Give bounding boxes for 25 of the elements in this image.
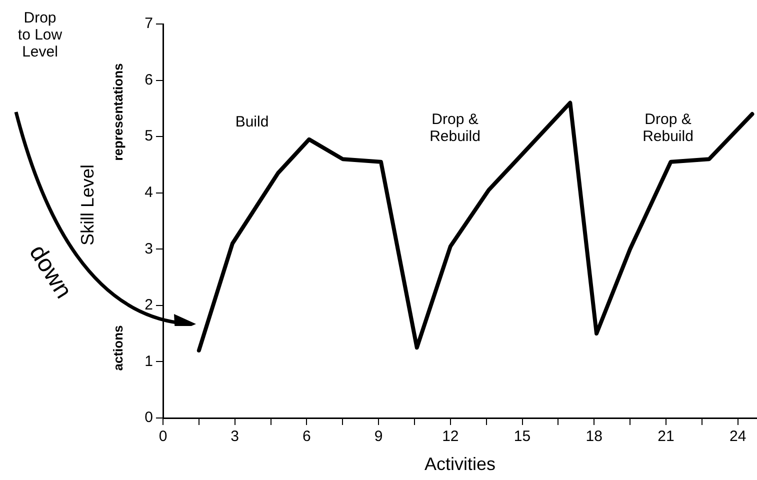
- y-tick-label: 4: [144, 184, 153, 201]
- x-tick-label: 0: [158, 428, 168, 446]
- y-tick-label: 1: [144, 352, 153, 370]
- annotation: Drop & Rebuild: [642, 111, 694, 145]
- y-axis-title: Skill Level: [78, 164, 98, 246]
- y-tick-label: 5: [144, 128, 153, 145]
- text: actions: [110, 325, 126, 371]
- y-tick-label: 0: [144, 409, 153, 426]
- x-tick-label: 18: [586, 428, 602, 446]
- x-tick-label: 9: [374, 428, 383, 446]
- x-tick-label: 12: [442, 428, 459, 446]
- x-tick-label: 24: [729, 428, 746, 446]
- y-tick-label: 2: [144, 296, 153, 314]
- x-tick-label: 6: [302, 428, 311, 446]
- text: Drop to Low Level: [18, 10, 62, 60]
- x-tick-label: 21: [658, 428, 674, 446]
- x-tick-label: 15: [514, 428, 531, 446]
- y-tick-label: 7: [144, 15, 153, 32]
- y-tick-label: 3: [144, 240, 153, 258]
- annotation: Drop & Rebuild: [430, 111, 480, 145]
- x-tick-label: 3: [230, 428, 240, 446]
- x-axis-title: Activities: [424, 454, 496, 474]
- y-tick-label: 6: [144, 71, 153, 88]
- annotation: Build: [235, 114, 269, 130]
- text: representations: [110, 63, 126, 161]
